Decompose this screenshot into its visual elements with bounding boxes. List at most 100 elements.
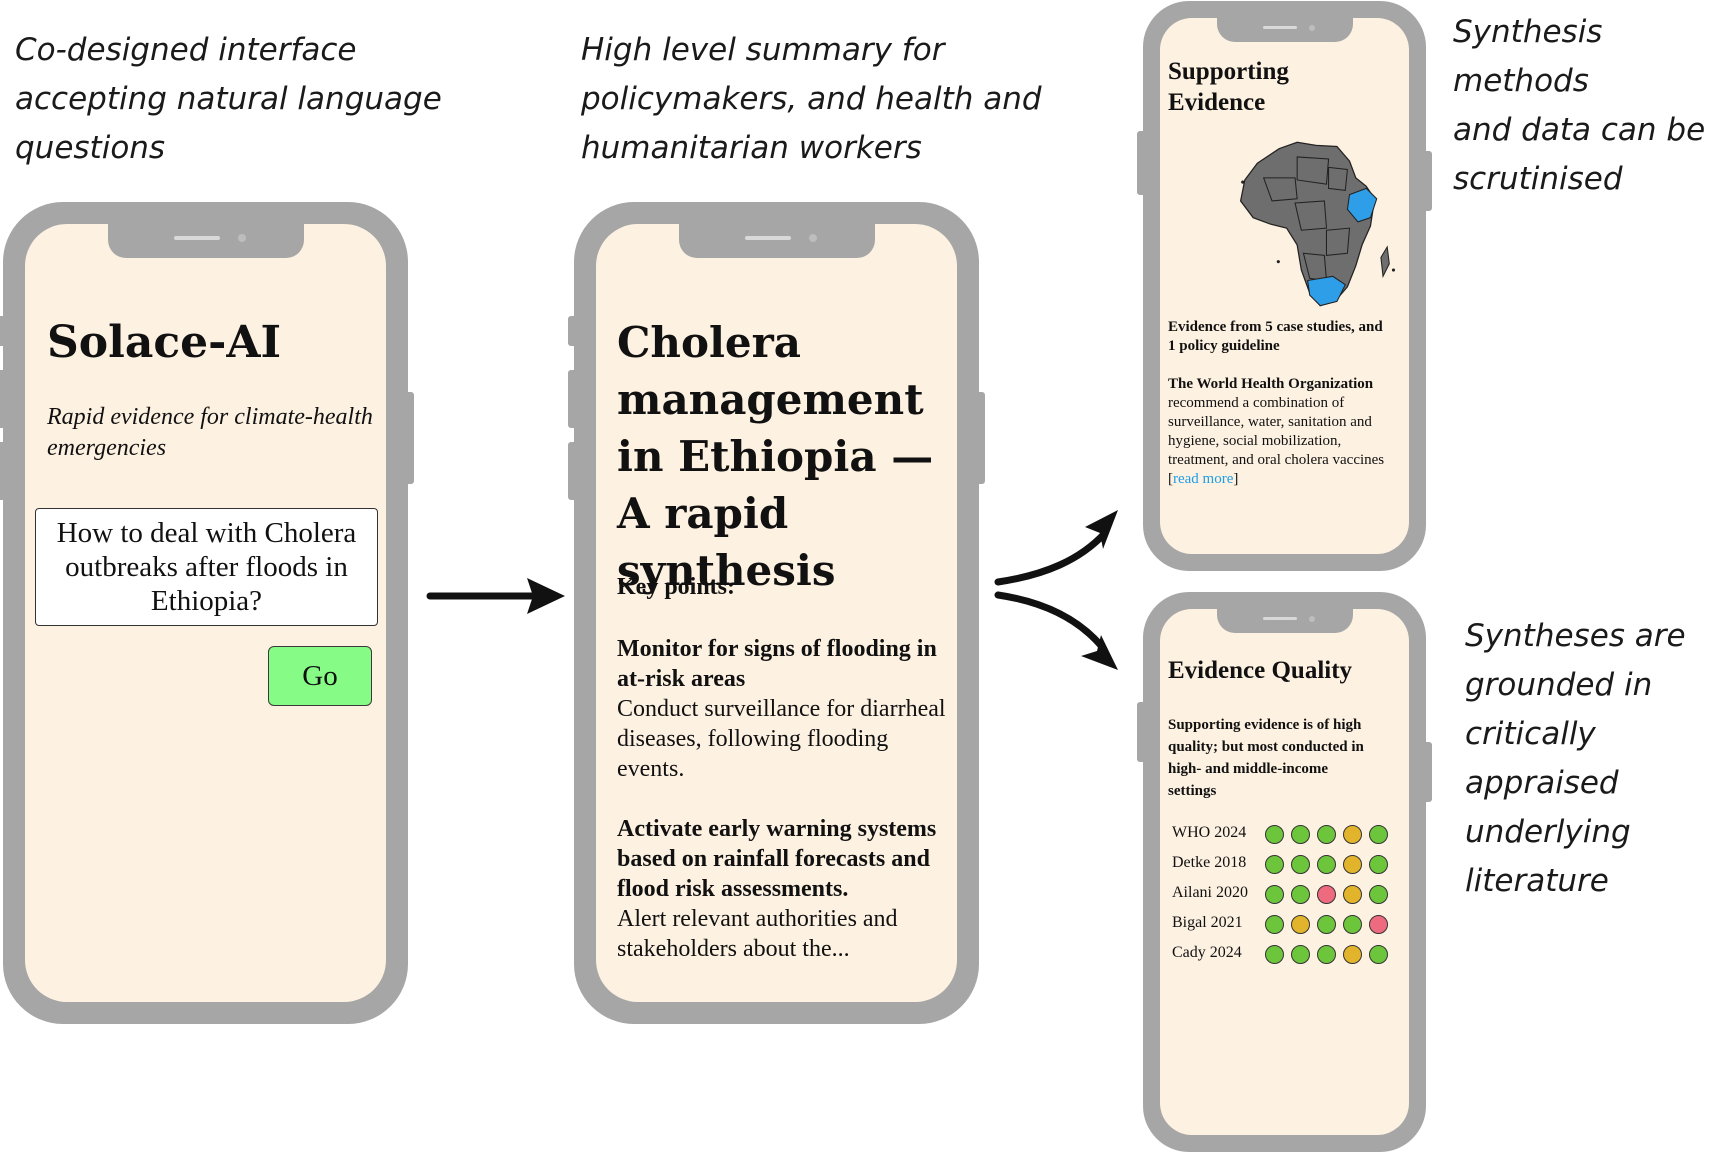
rating-dot: [1369, 945, 1388, 964]
caption-line: humanitarian workers: [581, 130, 922, 166]
rating-dot: [1265, 825, 1284, 844]
caption-middle: High level summary for policymakers, and…: [581, 26, 1042, 173]
rating-dot: [1369, 825, 1388, 844]
rating-dot: [1343, 855, 1362, 874]
africa-map-icon: [1239, 141, 1396, 307]
phone-screen: Cholera management in Ethiopia — A rapid…: [596, 224, 957, 1002]
who-text: recommend a combination of surveillance,…: [1168, 394, 1398, 489]
phone-notch: [1216, 18, 1353, 42]
phone-side-button: [1423, 742, 1432, 802]
read-more-link[interactable]: read more: [1173, 471, 1234, 487]
caption-line: literature: [1465, 863, 1609, 899]
rating-dot: [1343, 825, 1362, 844]
phone-query: Solace-AI Rapid evidence for climate-hea…: [0, 202, 414, 1024]
key-point: Monitor for signs of flooding in at-risk…: [617, 634, 947, 784]
phone-side-button: [568, 370, 577, 428]
rating-dot: [1317, 825, 1336, 844]
go-button[interactable]: Go: [268, 646, 372, 706]
caption-line: Co-designed interface: [15, 32, 357, 68]
rating-dot: [1291, 945, 1310, 964]
rating-dot: [1317, 855, 1336, 874]
phone-screen: Evidence Quality Supporting evidence is …: [1160, 609, 1409, 1135]
phone-side-button: [1423, 151, 1432, 211]
who-text-body: recommend a combination of surveillance,…: [1168, 395, 1385, 468]
rating-dot: [1265, 885, 1284, 904]
rating-dot: [1291, 885, 1310, 904]
rating-dot: [1369, 855, 1388, 874]
phone-notch: [1216, 609, 1353, 633]
caption-line: policymakers, and health and: [581, 81, 1042, 117]
phone-notch: [678, 224, 875, 258]
rating-dot: [1265, 945, 1284, 964]
evidence-count: Evidence from 5 case studies, and 1 poli…: [1168, 319, 1383, 354]
arrow-right-icon: [426, 578, 565, 614]
phone-summary: Cholera management in Ethiopia — A rapid…: [568, 202, 985, 1024]
rating-dot: [1291, 855, 1310, 874]
rating-source-label: Detke 2018: [1172, 854, 1247, 871]
rating-dot: [1291, 915, 1310, 934]
caption-line: Syntheses are: [1465, 618, 1686, 654]
phone-screen: Solace-AI Rapid evidence for climate-hea…: [25, 224, 386, 1002]
phone-side-button: [0, 316, 6, 346]
caption-right-bottom: Syntheses are grounded in critically app…: [1465, 612, 1736, 906]
caption-line: Synthesis methods: [1453, 14, 1603, 99]
phone-screen: Supporting Evidence Evidence from 5 case…: [1160, 18, 1409, 554]
rating-dot: [1317, 915, 1336, 934]
rating-dot: [1343, 885, 1362, 904]
rating-dot: [1343, 915, 1362, 934]
rating-dot: [1369, 915, 1388, 934]
map-highlight: [1307, 275, 1346, 307]
phone-side-button: [1137, 702, 1146, 762]
key-point-body: Conduct surveillance for diarrheal disea…: [617, 696, 946, 782]
rating-dot: [1317, 885, 1336, 904]
rating-dot: [1343, 945, 1362, 964]
evidence-title: Supporting Evidence: [1168, 58, 1289, 116]
phone-side-button: [0, 370, 6, 428]
phone-evidence: Supporting Evidence Evidence from 5 case…: [1137, 1, 1432, 571]
phone-side-button: [0, 442, 6, 500]
rating-dot: [1317, 945, 1336, 964]
caption-line: grounded in: [1465, 667, 1653, 703]
quality-ratings: WHO 2024 Detke 2018 Ailani 2020 Bigal 2021 C…: [1160, 824, 1409, 984]
rating-source-label: Ailani 2020: [1172, 884, 1248, 901]
bracket: [: [1168, 471, 1173, 487]
caption-line: scrutinised: [1453, 161, 1623, 197]
app-title: Solace-AI: [47, 317, 282, 368]
rating-source-label: Bigal 2021: [1172, 914, 1243, 931]
phone-side-button: [1137, 131, 1146, 195]
arrow-branch-down-icon: [994, 591, 1118, 670]
key-point: Activate early warning systems based on …: [617, 814, 947, 964]
caption-left: Co-designed interface accepting natural …: [15, 26, 442, 173]
rating-source-label: Cady 2024: [1172, 944, 1242, 961]
caption-line: and data can be: [1453, 112, 1706, 148]
map-highlight: [1346, 187, 1378, 223]
phone-side-button: [405, 392, 414, 484]
question-input[interactable]: How to deal with Cholera outbreaks after…: [35, 508, 378, 626]
quality-summary: Supporting evidence is of high quality; …: [1168, 717, 1364, 799]
app-subtitle: Rapid evidence for climate-health emerge…: [47, 404, 373, 461]
phone-side-button: [976, 392, 985, 484]
key-point-heading: Monitor for signs of flooding in at-risk…: [617, 636, 937, 692]
caption-line: High level summary for: [581, 32, 945, 68]
rating-source-label: WHO 2024: [1172, 824, 1247, 841]
key-point-heading: Activate early warning systems based on …: [617, 816, 937, 902]
key-points-heading: Key points:: [617, 574, 736, 600]
phone-quality: Evidence Quality Supporting evidence is …: [1137, 592, 1432, 1152]
phone-side-button: [568, 442, 577, 500]
caption-line: underlying: [1465, 814, 1631, 850]
phone-side-button: [568, 316, 577, 346]
summary-title: Cholera management in Ethiopia — A rapid…: [617, 318, 934, 595]
caption-line: questions: [15, 130, 166, 166]
caption-line: critically appraised: [1465, 716, 1619, 801]
rating-dot: [1369, 885, 1388, 904]
rating-dot: [1291, 825, 1310, 844]
rating-dot: [1265, 915, 1284, 934]
arrow-branch-up-icon: [994, 510, 1118, 586]
caption-right-top: Synthesis methods and data can be scruti…: [1453, 8, 1736, 204]
quality-title: Evidence Quality: [1168, 657, 1353, 684]
phone-notch: [107, 224, 304, 258]
rating-dot: [1265, 855, 1284, 874]
key-point-body: Alert relevant authorities and stakehold…: [617, 906, 898, 962]
who-heading: The World Health Organization: [1168, 376, 1374, 392]
bracket: ]: [1233, 471, 1239, 487]
